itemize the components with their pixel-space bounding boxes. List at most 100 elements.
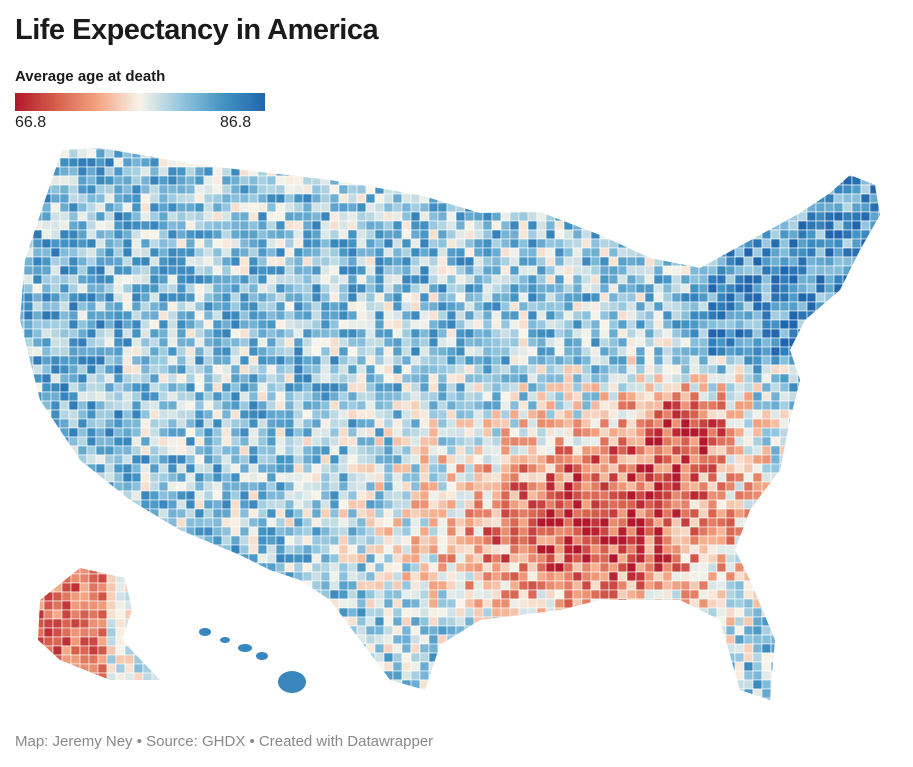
- county[interactable]: [581, 499, 592, 510]
- county[interactable]: [473, 526, 484, 537]
- county[interactable]: [797, 472, 808, 483]
- county[interactable]: [428, 427, 439, 438]
- county[interactable]: [365, 481, 376, 492]
- county[interactable]: [815, 283, 826, 294]
- county[interactable]: [68, 499, 79, 510]
- county[interactable]: [374, 256, 385, 267]
- county[interactable]: [554, 337, 565, 348]
- county[interactable]: [77, 148, 88, 159]
- county[interactable]: [815, 328, 826, 339]
- county[interactable]: [50, 553, 61, 564]
- county[interactable]: [293, 193, 304, 204]
- county[interactable]: [500, 238, 511, 249]
- county[interactable]: [806, 166, 817, 177]
- county[interactable]: [203, 247, 214, 258]
- county[interactable]: [68, 310, 79, 321]
- county[interactable]: [761, 517, 772, 528]
- county[interactable]: [194, 157, 205, 168]
- county[interactable]: [50, 481, 61, 492]
- county[interactable]: [662, 544, 673, 555]
- county[interactable]: [878, 409, 888, 420]
- county[interactable]: [266, 382, 277, 393]
- county[interactable]: [428, 184, 439, 195]
- county[interactable]: [59, 220, 70, 231]
- county[interactable]: [104, 391, 115, 402]
- county[interactable]: [734, 508, 745, 519]
- county[interactable]: [743, 580, 754, 591]
- county[interactable]: [266, 463, 277, 474]
- county[interactable]: [500, 373, 511, 384]
- county[interactable]: [833, 490, 844, 501]
- county[interactable]: [869, 436, 880, 447]
- county[interactable]: [266, 274, 277, 285]
- county[interactable]: [239, 301, 250, 312]
- county[interactable]: [428, 140, 439, 150]
- county[interactable]: [779, 580, 790, 591]
- county[interactable]: [419, 391, 430, 402]
- county[interactable]: [311, 211, 322, 222]
- county[interactable]: [293, 571, 304, 582]
- county[interactable]: [725, 301, 736, 312]
- county[interactable]: [842, 418, 853, 429]
- county[interactable]: [95, 373, 106, 384]
- county[interactable]: [257, 202, 268, 213]
- county[interactable]: [104, 535, 115, 546]
- county[interactable]: [50, 310, 61, 321]
- county[interactable]: [365, 157, 376, 168]
- county[interactable]: [320, 328, 331, 339]
- county[interactable]: [356, 157, 367, 168]
- county[interactable]: [140, 499, 151, 510]
- county[interactable]: [41, 526, 52, 537]
- county[interactable]: [788, 238, 799, 249]
- county[interactable]: [482, 166, 493, 177]
- county[interactable]: [842, 580, 853, 591]
- county[interactable]: [662, 157, 673, 168]
- county[interactable]: [356, 346, 367, 357]
- county[interactable]: [770, 301, 781, 312]
- county[interactable]: [797, 463, 808, 474]
- county[interactable]: [680, 274, 691, 285]
- county[interactable]: [284, 571, 295, 582]
- county[interactable]: [473, 454, 484, 465]
- county[interactable]: [860, 562, 871, 573]
- county[interactable]: [77, 319, 88, 330]
- county[interactable]: [356, 571, 367, 582]
- county[interactable]: [212, 571, 223, 582]
- county[interactable]: [383, 490, 394, 501]
- county[interactable]: [167, 229, 178, 240]
- county[interactable]: [626, 436, 637, 447]
- county[interactable]: [437, 535, 448, 546]
- county[interactable]: [725, 175, 736, 186]
- county[interactable]: [410, 553, 421, 564]
- county[interactable]: [617, 526, 628, 537]
- county[interactable]: [815, 319, 826, 330]
- county[interactable]: [635, 157, 646, 168]
- county[interactable]: [23, 211, 34, 222]
- county[interactable]: [482, 481, 493, 492]
- county[interactable]: [545, 553, 556, 564]
- county[interactable]: [860, 589, 871, 600]
- county[interactable]: [257, 346, 268, 357]
- county[interactable]: [419, 292, 430, 303]
- county[interactable]: [581, 229, 592, 240]
- county[interactable]: [590, 283, 601, 294]
- county[interactable]: [32, 355, 43, 366]
- county[interactable]: [410, 166, 421, 177]
- county[interactable]: [194, 346, 205, 357]
- county[interactable]: [383, 256, 394, 267]
- county[interactable]: [788, 436, 799, 447]
- county[interactable]: [770, 391, 781, 402]
- county[interactable]: [554, 184, 565, 195]
- county[interactable]: [788, 301, 799, 312]
- county[interactable]: [671, 580, 682, 591]
- county[interactable]: [680, 427, 691, 438]
- county[interactable]: [743, 319, 754, 330]
- county[interactable]: [149, 598, 160, 609]
- county[interactable]: [365, 184, 376, 195]
- county[interactable]: [311, 175, 322, 186]
- county[interactable]: [806, 184, 817, 195]
- county[interactable]: [221, 310, 232, 321]
- county[interactable]: [68, 220, 79, 231]
- county[interactable]: [15, 220, 25, 231]
- county[interactable]: [752, 400, 763, 411]
